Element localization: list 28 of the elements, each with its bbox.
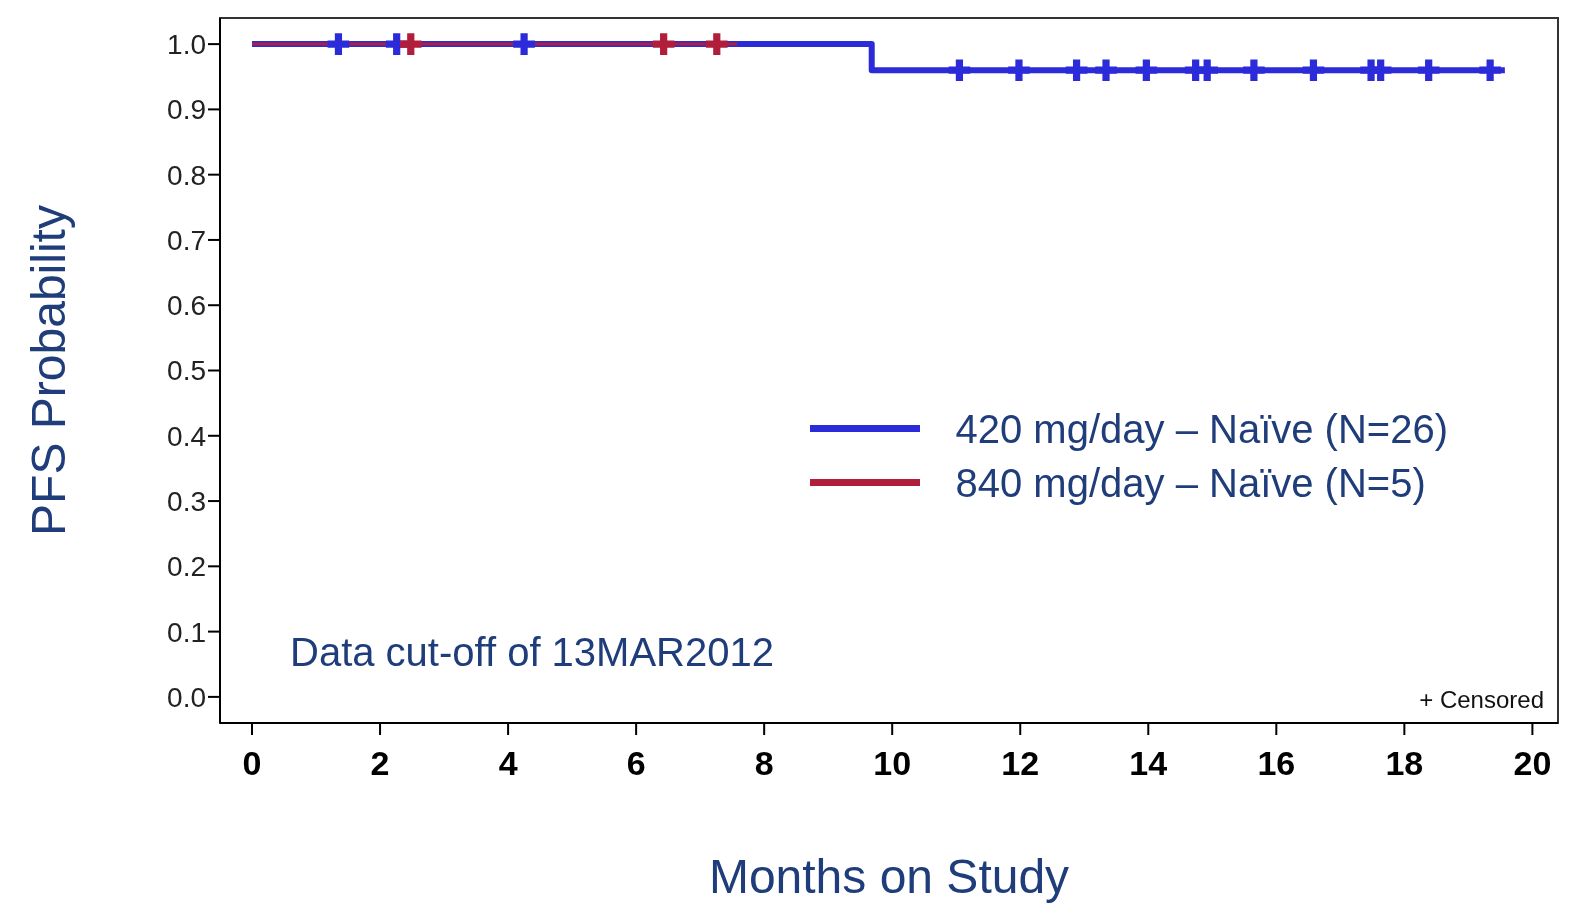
- x-tick-label: 10: [873, 744, 912, 783]
- y-tick-label: 0.5: [167, 355, 206, 387]
- x-tick-label: 0: [242, 744, 262, 783]
- y-tick-label: 0.3: [167, 486, 206, 517]
- x-tick-label: 2: [370, 744, 390, 783]
- y-tick-label: 0.1: [167, 616, 206, 648]
- legend-label: 840 mg/day – Naïve (N=5): [955, 460, 1426, 506]
- y-tick-label: 0.7: [167, 224, 206, 256]
- annotation: Data cut-off of 13MAR2012: [290, 630, 774, 675]
- y-tick-label: 0.4: [167, 420, 206, 452]
- x-tick-label: 20: [1513, 744, 1552, 783]
- y-axis-title: PFS Probability: [22, 205, 76, 536]
- x-tick-label: 16: [1257, 744, 1296, 783]
- x-tick-label: 8: [754, 744, 774, 783]
- x-tick-label: 6: [626, 744, 646, 783]
- y-tick-label: 0.8: [167, 159, 206, 191]
- y-tick-label: 0.6: [167, 290, 206, 322]
- y-tick-label: 1.0: [167, 29, 206, 61]
- x-tick-label: 12: [1001, 744, 1040, 783]
- legend-label: 420 mg/day – Naïve (N=26): [955, 406, 1448, 452]
- y-tick-label: 0.2: [167, 551, 206, 583]
- y-tick-label: 0.9: [167, 94, 206, 126]
- x-tick-label: 14: [1129, 744, 1168, 783]
- x-axis-title: Months on Study: [708, 850, 1070, 903]
- y-tick-label: 0.0: [167, 681, 206, 713]
- x-tick-label: 4: [498, 744, 518, 783]
- x-tick-label: 18: [1385, 744, 1424, 783]
- annotation: + Censored: [1419, 686, 1544, 714]
